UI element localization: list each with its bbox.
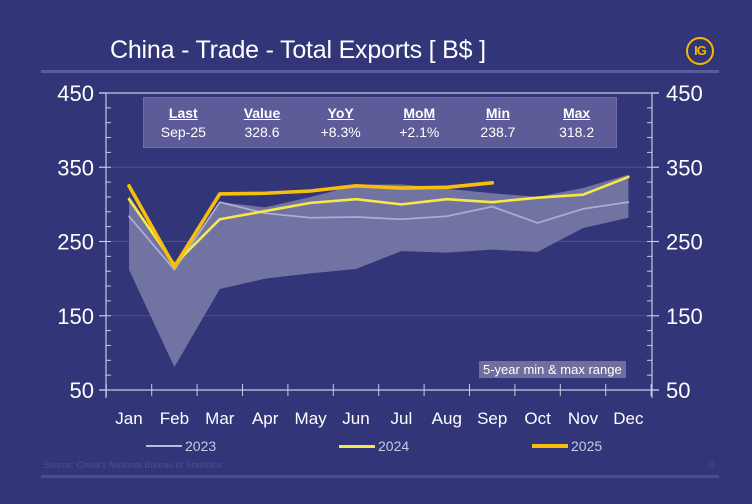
legend-item-2023: 2023 (146, 438, 216, 454)
title-divider (41, 70, 719, 73)
y-tick-label-right: 350 (666, 155, 703, 180)
stat-header: Min (485, 105, 510, 121)
y-tick-label-left: 350 (57, 155, 94, 180)
x-tick-label: Feb (160, 409, 189, 428)
stat-value: Sep-25 (160, 124, 206, 140)
stats-box: Last Sep-25 Value 328.6 YoY +8.3% MoM +2… (143, 97, 617, 148)
series-line-2023 (128, 201, 630, 271)
series-line-2024 (127, 175, 630, 266)
stat-yoy: YoY +8.3% (303, 105, 379, 140)
y-tick-label-left: 50 (70, 378, 94, 403)
x-tick-label: Dec (613, 409, 644, 428)
legend-line-icon (146, 445, 182, 447)
x-tick-label: Mar (205, 409, 235, 428)
stat-value: 318.2 (559, 124, 595, 140)
footer-divider (41, 475, 719, 478)
x-tick-label: May (295, 409, 328, 428)
stat-value: 238.7 (480, 124, 516, 140)
legend-label: 2024 (378, 438, 410, 454)
legend-label: 2023 (185, 438, 217, 454)
stat-min: Min 238.7 (460, 105, 536, 140)
y-tick-label-left: 450 (57, 81, 94, 106)
x-tick-label: Apr (252, 409, 279, 428)
stat-value-col: Value 328.6 (224, 105, 300, 140)
legend-item-2025: 2025 (532, 438, 602, 454)
stat-header: Max (562, 105, 591, 121)
chart-title: China - Trade - Total Exports [ B$ ] (110, 36, 486, 64)
stat-value: +8.3% (320, 124, 361, 140)
stat-header: YoY (327, 105, 354, 121)
legend-line-icon (532, 444, 568, 448)
y-tick-label-right: 50 (666, 378, 690, 403)
y-tick-label-right: 450 (666, 81, 703, 106)
stat-value: 328.6 (244, 124, 280, 140)
stat-header: Last (168, 105, 198, 121)
source-note: Source: China's National Bureau of Stati… (43, 460, 222, 470)
legend-label: 2025 (571, 438, 603, 454)
stat-last: Last Sep-25 (145, 105, 221, 140)
y-tick-label-right: 250 (666, 230, 703, 255)
x-tick-label: Sep (477, 409, 507, 428)
x-tick-label: Jun (342, 409, 369, 428)
range-band-label: 5-year min & max range (479, 361, 626, 378)
x-tick-label: Oct (524, 409, 551, 428)
stat-mom: MoM +2.1% (381, 105, 457, 140)
x-tick-label: Nov (568, 409, 599, 428)
series-line-2025 (127, 181, 495, 269)
stat-header: Value (243, 105, 281, 121)
legend-item-2024: 2024 (339, 438, 409, 454)
x-tick-label: Aug (432, 409, 462, 428)
x-tick-label: Jan (115, 409, 142, 428)
y-tick-label-left: 250 (57, 230, 94, 255)
range-band (129, 174, 629, 367)
x-tick-label: Jul (391, 409, 413, 428)
y-tick-label-right: 150 (666, 304, 703, 329)
stat-header: MoM (403, 105, 436, 121)
stat-value: +2.1% (399, 124, 440, 140)
ig-logo-icon: IG (686, 37, 714, 65)
page-number: 0 (709, 460, 715, 470)
stat-max: Max 318.2 (539, 105, 615, 140)
legend-line-icon (339, 444, 375, 448)
y-tick-label-left: 150 (57, 304, 94, 329)
